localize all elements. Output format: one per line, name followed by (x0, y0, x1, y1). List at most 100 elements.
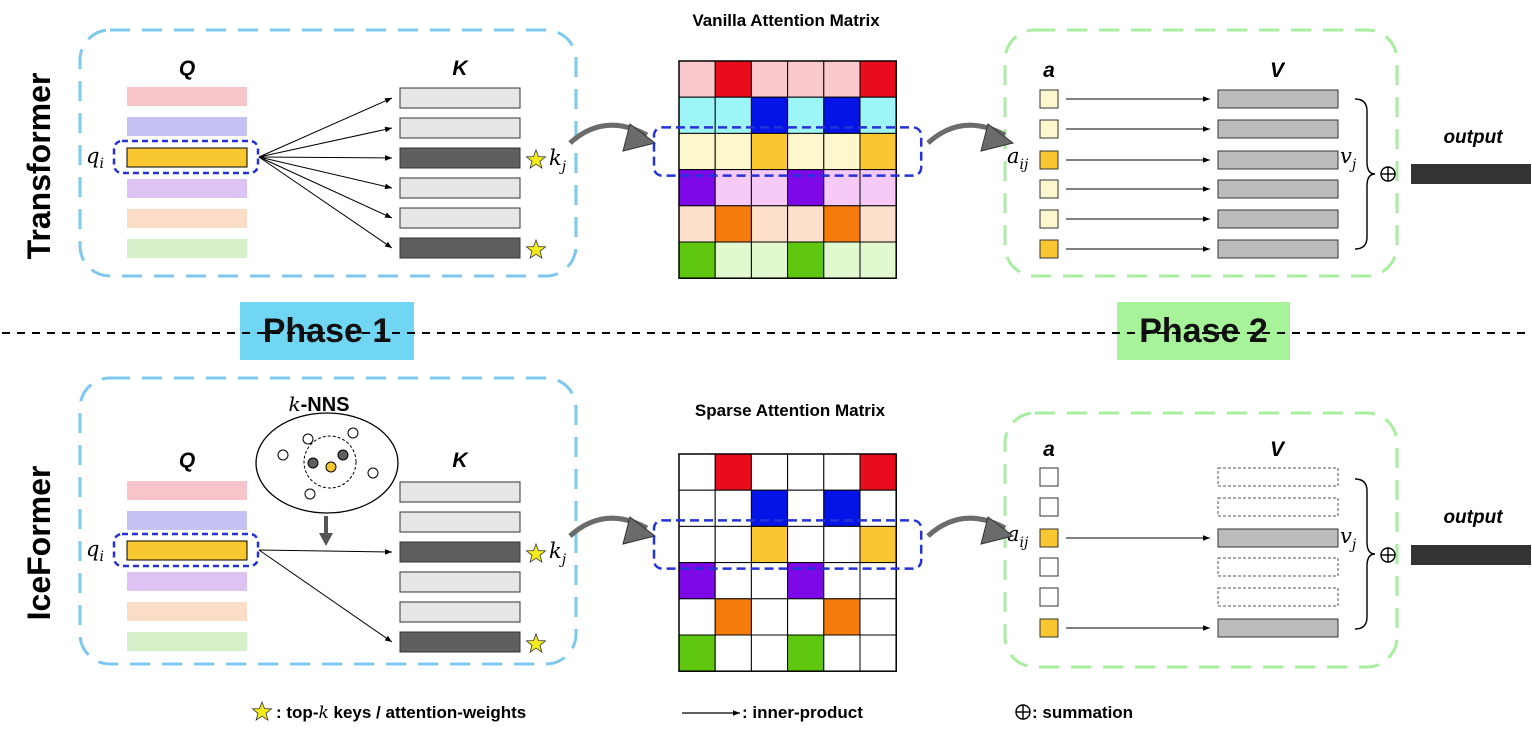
vanilla-matrix-cell-1-4 (823, 96, 861, 134)
sparse-matrix-title: Sparse Attention Matrix (695, 401, 886, 420)
vanilla-matrix-cell-0-3 (787, 60, 825, 98)
knns-down-arrow-head (319, 533, 333, 546)
vanilla-matrix-title: Vanilla Attention Matrix (692, 11, 880, 30)
aij-label-top: aij (1007, 144, 1029, 173)
sparse-matrix-cell-5-2 (750, 634, 789, 672)
iceformer-value-row-1 (1217, 497, 1339, 517)
sparse-matrix-cell-2-3 (787, 525, 825, 564)
transformer-weight-0 (1039, 89, 1059, 109)
sparse-matrix-cell-0-5 (859, 453, 897, 491)
sparse-matrix-border (678, 453, 897, 672)
transformer-inner-product-arrow-2 (258, 155, 393, 161)
transformer-weight-2 (1039, 150, 1059, 170)
iceformer-weight-3 (1039, 557, 1059, 577)
transformer-value-row-5 (1217, 239, 1339, 259)
transformer-value-row-4 (1217, 209, 1339, 229)
transformer-q-row-2 (126, 147, 248, 168)
sparse-matrix-cell-0-1 (714, 453, 752, 491)
knns-label: k-NNS (288, 392, 349, 416)
k-header-bottom: K (452, 449, 469, 472)
iceformer-value-row-4 (1217, 587, 1339, 607)
iceformer-star-icon-5 (525, 632, 547, 654)
vj-label-bottom: vj (1340, 524, 1357, 553)
iceformer-phase1-box (78, 376, 578, 666)
transformer-value-row-0 (1217, 89, 1339, 109)
sparse-matrix-cell-0-3 (787, 453, 825, 491)
vanilla-matrix-cell-5-4 (823, 241, 861, 279)
vanilla-matrix-cell-0-1 (714, 60, 752, 98)
iceformer-q-row-3 (127, 572, 247, 591)
vanilla-matrix-cell-2-2 (750, 132, 789, 171)
transformer-value-row-1 (1217, 119, 1339, 139)
knns-ellipse (255, 412, 399, 514)
iceformer-value-row-5 (1217, 618, 1339, 638)
sparse-matrix-cell-0-0 (678, 453, 716, 491)
iceformer-q-row-0 (127, 481, 247, 500)
iceformer-weight-5 (1039, 618, 1059, 638)
sparse-matrix-cell-4-3 (787, 598, 825, 636)
knns-search-radius (303, 435, 357, 489)
iceformer-k-row-5 (399, 631, 521, 653)
row-label-iceformer: IceFormer (21, 466, 57, 621)
iceformer-k-row-1 (399, 511, 521, 533)
legend-star-icon (251, 700, 273, 722)
output-bar-top (1411, 164, 1531, 184)
iceformer-qi-highlight (112, 532, 260, 568)
curved-arrow-top-right-head (980, 123, 1015, 152)
iceformer-phase2-box (1003, 411, 1399, 669)
sparse-matrix-cell-5-1 (714, 634, 752, 672)
iceformer-q-row-4 (127, 602, 247, 621)
transformer-k-row-4 (399, 207, 521, 229)
iceformer-star-icon-2 (525, 542, 547, 564)
sparse-matrix-cell-0-4 (823, 453, 861, 491)
vanilla-matrix-cell-2-4 (823, 132, 861, 171)
transformer-weight-1 (1039, 119, 1059, 139)
sparse-matrix-cell-5-0 (678, 634, 716, 672)
vanilla-matrix-cell-5-2 (750, 241, 789, 279)
vanilla-matrix-cell-5-1 (714, 241, 752, 279)
brace-top (1354, 98, 1376, 250)
transformer-k-row-0 (399, 87, 521, 109)
transformer-inner-product-arrow-0 (258, 97, 393, 158)
transformer-q-row-1 (127, 117, 247, 136)
transformer-q-row-4 (127, 209, 247, 228)
iceformer-k-row-4 (399, 601, 521, 623)
vanilla-matrix-row-highlight (652, 126, 923, 177)
kj-label-bottom: kj (549, 539, 567, 568)
transformer-inner-product-arrow-5 (258, 156, 393, 249)
sparse-matrix-cell-4-0 (678, 598, 716, 636)
sparse-matrix-cell-2-5 (859, 525, 897, 564)
transformer-value-row-2 (1217, 150, 1339, 170)
iceformer-k-row-0 (399, 481, 521, 503)
curved-arrow-bottom-right-head (980, 516, 1015, 545)
transformer-qi-highlight (112, 139, 260, 175)
iceformer-k-row-2 (399, 541, 521, 563)
sparse-matrix-cell-4-4 (823, 598, 861, 636)
summation-symbol-top (1380, 166, 1396, 182)
sparse-matrix-cell-0-2 (750, 453, 789, 491)
iceformer-q-row-2 (126, 540, 248, 561)
vanilla-matrix-cell-2-3 (787, 132, 825, 171)
legend-arrow-text: : inner-product (742, 703, 863, 722)
transformer-star-icon-5 (525, 238, 547, 260)
output-bar-bottom (1411, 545, 1531, 565)
a-header-bottom: a (1043, 438, 1055, 461)
iceformer-value-row-2 (1217, 528, 1339, 548)
sparse-matrix-cell-5-4 (823, 634, 861, 672)
transformer-value-row-3 (1217, 179, 1339, 199)
transformer-star-icon-2 (525, 148, 547, 170)
iceformer-inner-product-arrow-2 (258, 549, 393, 555)
iceformer-q-row-1 (127, 511, 247, 530)
v-header-bottom: V (1270, 438, 1286, 461)
transformer-weight-5 (1039, 239, 1059, 259)
transformer-k-row-3 (399, 177, 521, 199)
vj-label-top: vj (1340, 144, 1357, 173)
brace-bottom (1354, 478, 1376, 630)
vanilla-matrix-cell-4-1 (714, 205, 752, 243)
sparse-matrix-cell-4-2 (750, 598, 789, 636)
transformer-k-row-2 (399, 147, 521, 169)
transformer-k-row-5 (399, 237, 521, 259)
row-label-transformer: Transformer (21, 73, 57, 260)
curved-arrow-top-left-head (622, 123, 657, 152)
iceformer-inner-product-arrow-5 (258, 549, 393, 643)
